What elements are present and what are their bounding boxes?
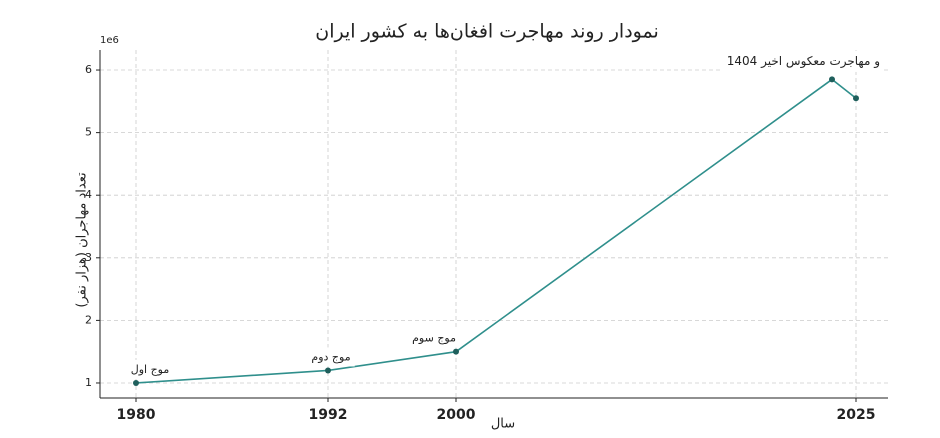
x-tick-label: 1980 [117,407,156,423]
line [135,78,857,384]
annotation-bg [126,359,174,379]
chart-title: نمودار روند مهاجرت افغان‌ها به کشور ایرا… [315,21,659,43]
annotation-bg [408,328,461,348]
y-axis-label: تعداد مهاجران (هزار نفر) [75,172,90,308]
annotation: موج سوم [412,332,456,345]
x-tick-label: 2000 [437,407,476,423]
annotation: موج دوم [311,350,350,363]
point [453,348,459,355]
annotation: موج اول [131,363,170,376]
y-tick-label: 5 [85,126,92,139]
point [829,76,835,83]
point [325,367,331,374]
x-tick-label: 1992 [309,407,348,423]
annotation: 1404 و مهاجرت معکوس اخیر [727,54,880,69]
x-axis-label: سال [491,417,515,432]
y-offset-label: 1e6 [100,35,119,46]
annotation-bg [307,347,355,367]
y-tick-label: 2 [85,313,92,326]
y-tick-label: 3 [85,251,92,264]
y-tick-label: 1 [85,376,92,389]
x-tick-label: 2025 [837,407,876,423]
annotation-bg [722,50,884,72]
point [133,379,139,386]
y-tick-label: 4 [85,188,92,201]
point [853,95,859,102]
y-tick-label: 6 [85,63,92,76]
